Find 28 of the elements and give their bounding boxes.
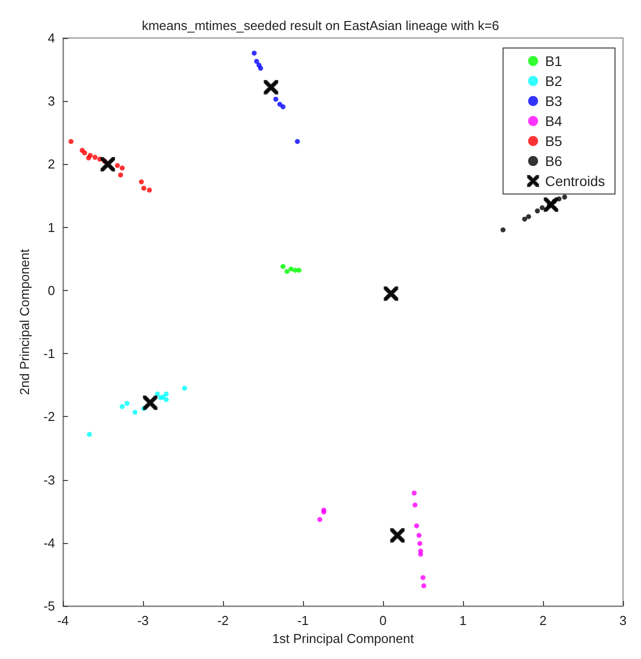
x-axis-title: 1st Principal Component <box>272 630 414 646</box>
y-tick-label: 0 <box>48 282 55 298</box>
legend-label: B2 <box>545 73 562 89</box>
x-tick-label: 0 <box>379 613 387 628</box>
legend-label: B4 <box>545 113 562 129</box>
x-tick-label: 2 <box>539 613 547 628</box>
x-tick-label: -1 <box>297 613 309 628</box>
y-tick-label: 3 <box>48 94 55 109</box>
y-tick-label: -3 <box>43 472 55 488</box>
y-tick-label: 4 <box>48 30 55 46</box>
chart-title: kmeans_mtimes_seeded result on EastAsian lineage with k=6 <box>142 18 500 33</box>
x-tick-label: -3 <box>137 613 149 628</box>
y-tick-label: 2 <box>48 156 55 172</box>
legend-label: B5 <box>545 133 562 149</box>
y-tick-label: -1 <box>43 346 55 362</box>
legend-label: B6 <box>545 153 562 169</box>
legend-label: B1 <box>545 53 562 69</box>
x-tick-label: 1 <box>459 613 467 628</box>
y-axis-title: 2nd Principal Component <box>17 248 32 395</box>
legend-label: Centroids <box>545 173 606 189</box>
y-tick-label: -4 <box>43 535 55 550</box>
x-tick-label: -4 <box>57 613 69 628</box>
x-tick-label: 3 <box>619 613 627 628</box>
x-tick-label: -2 <box>217 613 229 628</box>
y-tick-label: -5 <box>43 598 55 614</box>
y-tick-label: 1 <box>48 220 55 235</box>
y-tick-label: -2 <box>43 409 55 424</box>
legend-label: B3 <box>545 93 562 109</box>
